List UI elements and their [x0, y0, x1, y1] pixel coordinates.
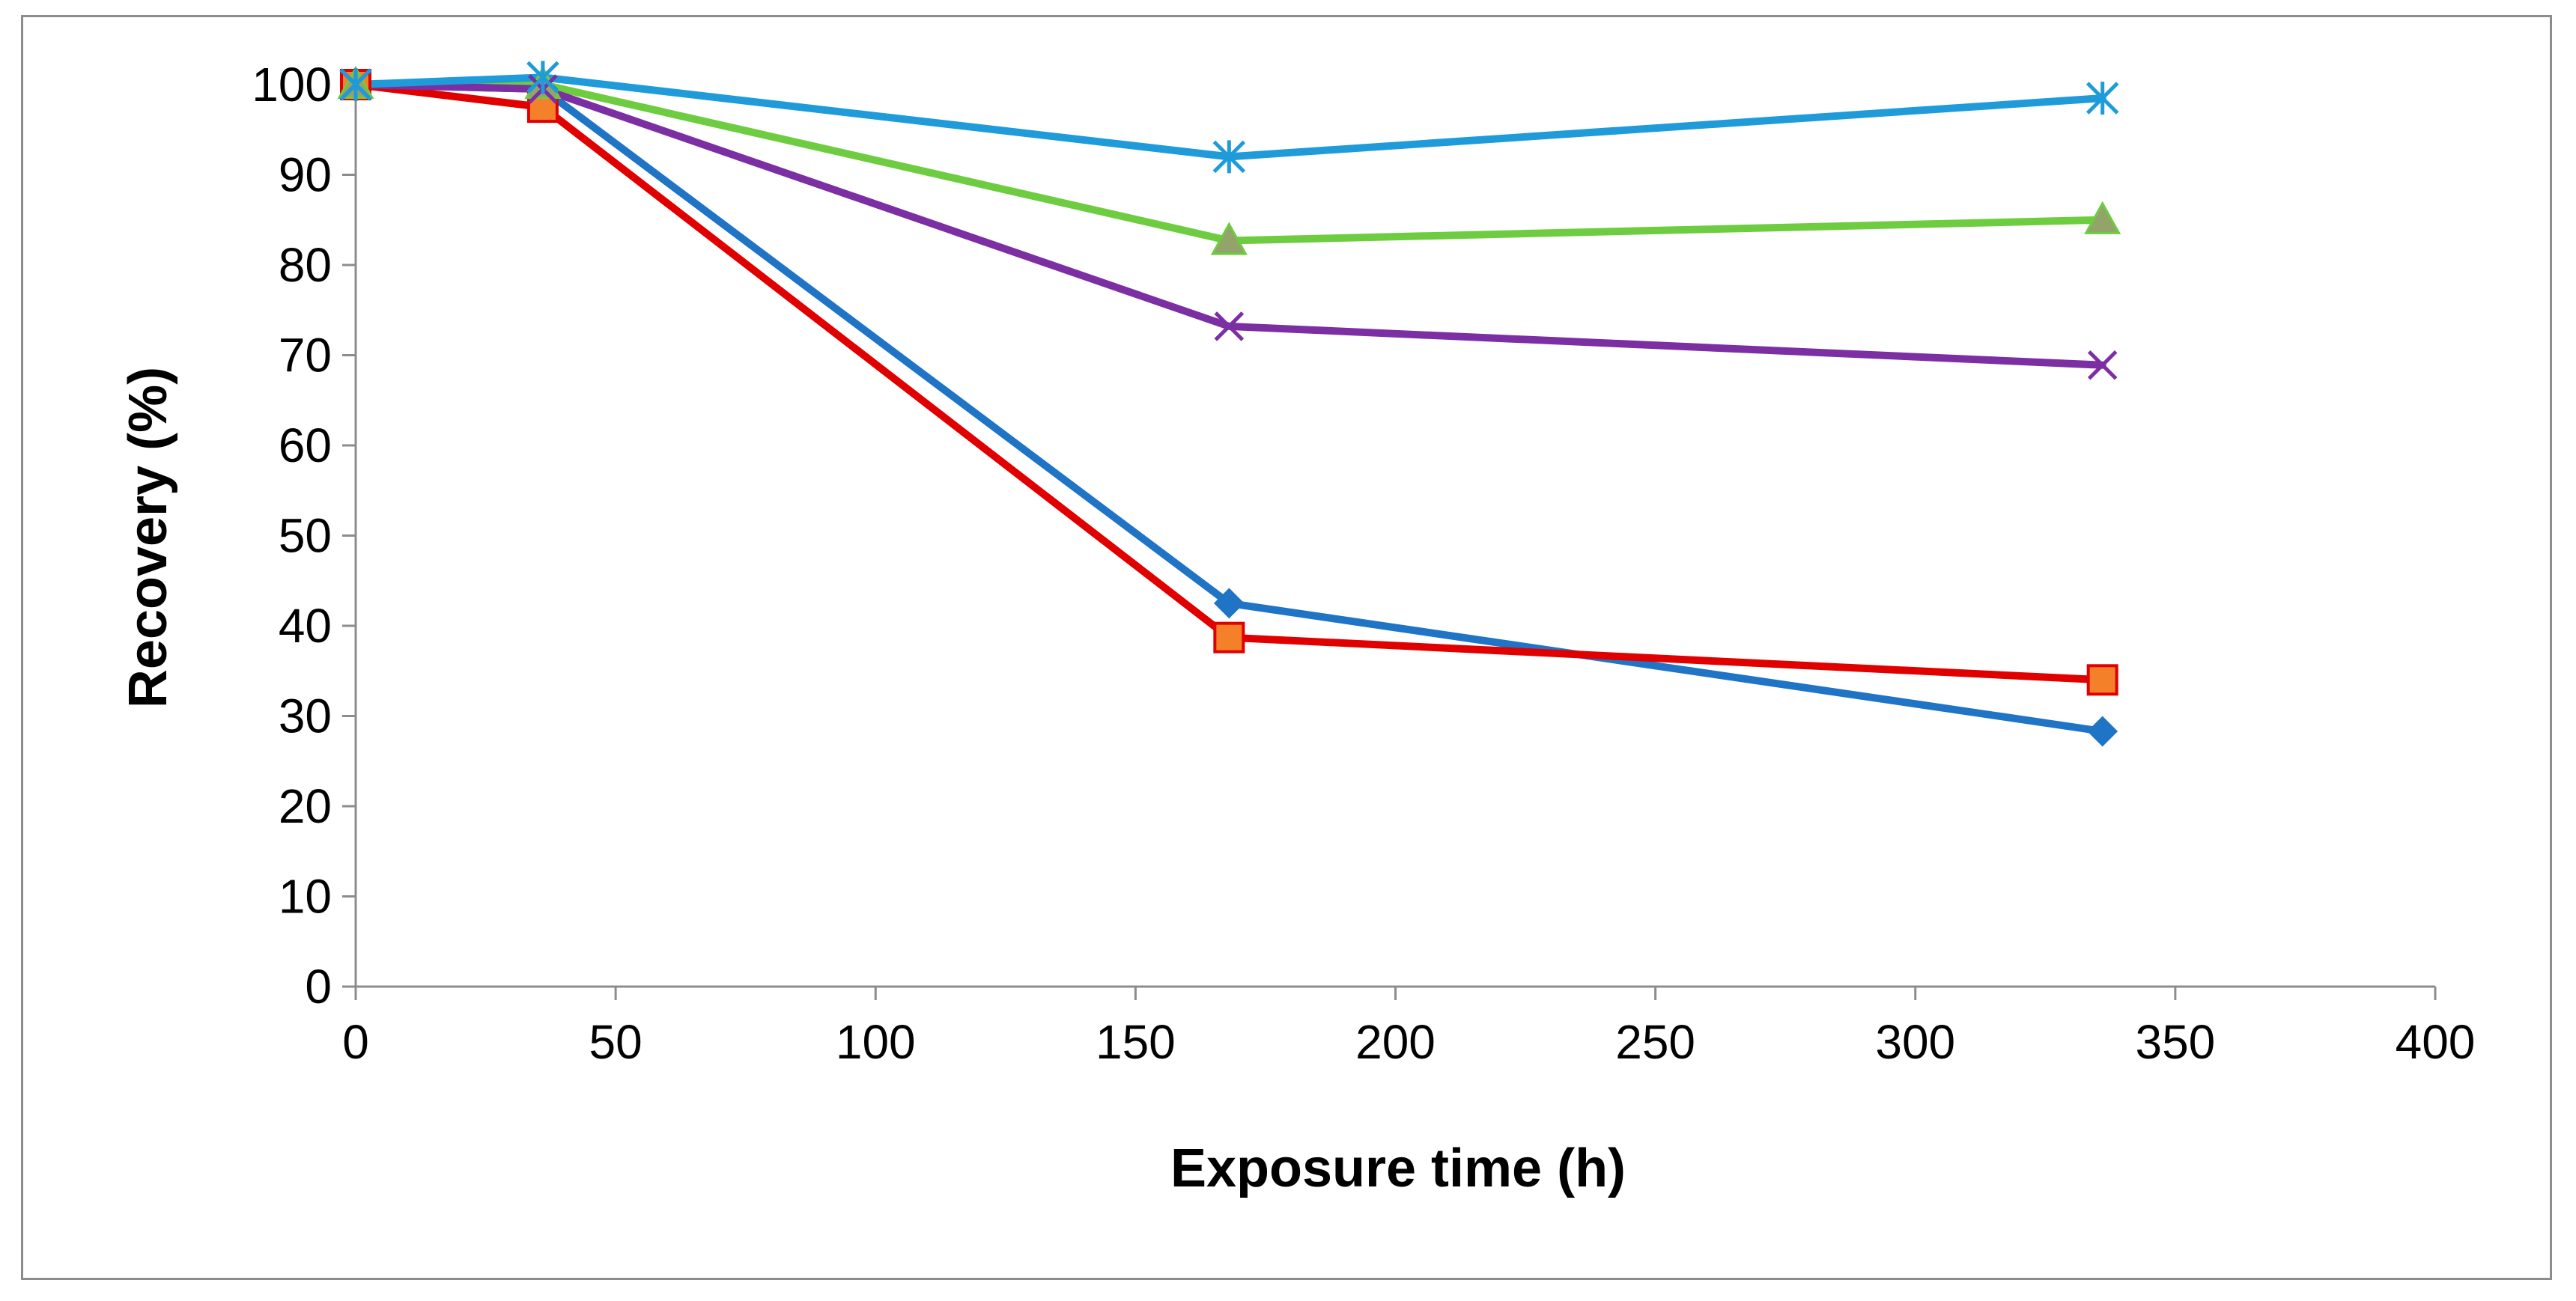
axes: 0 10 20 30 40 50 60 70 80 90 100 0 50 100 150 200 250 300…: [252, 58, 2475, 1069]
series-triangle-point: [1210, 222, 1248, 255]
x-axis-title: Exposure time (h): [1170, 1139, 1626, 1198]
series-diamond-point: [2087, 716, 2118, 747]
series-x-point: [2087, 350, 2118, 380]
series-star-point: [339, 68, 372, 101]
y-tick-label: 90: [279, 148, 332, 202]
y-tick-label: 50: [279, 509, 332, 563]
series-x-point: [1214, 311, 1245, 341]
y-tick-label: 10: [279, 870, 332, 924]
y-tick-label: 80: [279, 238, 332, 292]
series-x-line: [352, 81, 2106, 369]
y-tick-label: 30: [279, 689, 332, 743]
series-lines: [352, 73, 2106, 735]
series-star-line: [352, 73, 2106, 161]
x-tick-label: 250: [1615, 1015, 1695, 1069]
series-star-point: [526, 61, 559, 94]
x-tick-label: 150: [1096, 1015, 1176, 1069]
y-axis-title: Recovery (%): [118, 367, 178, 708]
y-tick-label: 0: [305, 960, 332, 1014]
series-square-point: [1213, 621, 1245, 653]
series-square-line: [352, 81, 2106, 684]
x-tick-label: 350: [2135, 1015, 2215, 1069]
y-tick-label: 20: [279, 779, 332, 833]
x-tick-label: 0: [342, 1015, 369, 1069]
y-tick-label: 70: [279, 329, 332, 383]
series-triangle-point: [2084, 201, 2121, 234]
series-square-point: [2086, 664, 2118, 696]
series-star-point: [2086, 82, 2119, 115]
x-tick-label: 100: [836, 1015, 916, 1069]
x-stroke: [2087, 350, 2118, 380]
x-stroke: [1214, 311, 1245, 341]
y-tick-label: 60: [279, 418, 332, 472]
series-star-point: [1212, 140, 1246, 174]
y-tick-label: 40: [279, 599, 332, 653]
x-tick-label: 400: [2396, 1015, 2476, 1069]
series-diamond-point: [1213, 588, 1245, 619]
x-tick-label: 300: [1875, 1015, 1955, 1069]
y-tick-label: 100: [252, 58, 332, 112]
chart-frame: [21, 15, 2552, 1280]
x-tick-label: 50: [589, 1015, 643, 1069]
series-markers: [337, 61, 2121, 747]
x-tick-label: 200: [1355, 1015, 1436, 1069]
